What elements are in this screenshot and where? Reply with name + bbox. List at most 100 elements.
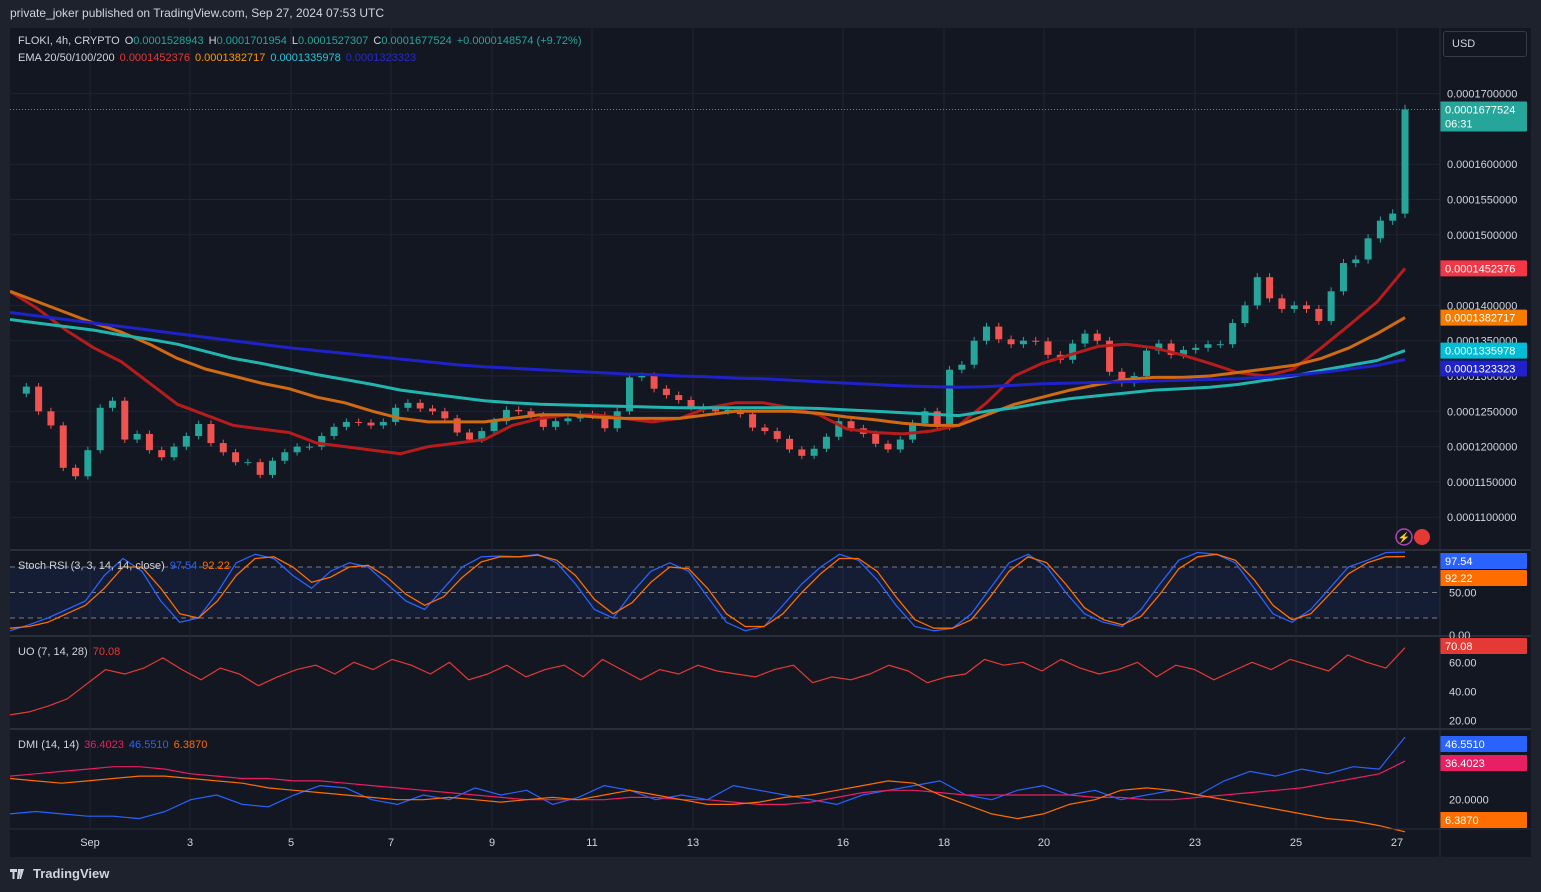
candle-body[interactable] — [330, 426, 338, 437]
candle-body[interactable] — [1069, 343, 1077, 360]
candle-body[interactable] — [256, 462, 264, 475]
candle-body[interactable] — [96, 407, 104, 451]
candle-body[interactable] — [1315, 308, 1323, 321]
candle-body[interactable] — [269, 460, 277, 475]
candle-body[interactable] — [416, 402, 424, 409]
candle-body[interactable] — [429, 408, 437, 412]
candle-body[interactable] — [1327, 291, 1335, 321]
candle-body[interactable] — [946, 369, 954, 427]
candle-body[interactable] — [1019, 340, 1027, 345]
candle-body[interactable] — [195, 424, 203, 437]
candle-body[interactable] — [379, 421, 387, 426]
candle-body[interactable] — [773, 431, 781, 439]
candle-body[interactable] — [170, 446, 178, 458]
candle-body[interactable] — [798, 449, 806, 456]
candle-body[interactable] — [35, 386, 43, 412]
candle-body[interactable] — [342, 421, 350, 427]
candle-body[interactable] — [392, 407, 400, 422]
candle-body[interactable] — [478, 431, 486, 440]
ema-label[interactable]: EMA 20/50/100/200 — [18, 52, 115, 64]
currency-button[interactable]: USD — [1443, 31, 1527, 57]
candle-body[interactable] — [786, 438, 794, 450]
candle-body[interactable] — [982, 326, 990, 341]
candle-body[interactable] — [1253, 277, 1261, 306]
candle-body[interactable] — [921, 411, 929, 424]
candle-body[interactable] — [318, 436, 326, 447]
candle-body[interactable] — [613, 411, 621, 429]
candle-body[interactable] — [933, 411, 941, 427]
candle-body[interactable] — [145, 433, 153, 451]
candle-body[interactable] — [625, 377, 633, 412]
candle-body[interactable] — [441, 411, 449, 419]
candle-body[interactable] — [1167, 343, 1175, 355]
candle-body[interactable] — [1216, 344, 1224, 346]
candle-body[interactable] — [133, 433, 141, 440]
candle-body[interactable] — [515, 409, 523, 412]
candle-body[interactable] — [872, 433, 880, 444]
candle-body[interactable] — [404, 402, 412, 408]
candle-body[interactable] — [724, 409, 732, 412]
candle-body[interactable] — [72, 467, 80, 477]
candle-body[interactable] — [1401, 109, 1409, 214]
candle-body[interactable] — [1093, 333, 1101, 341]
candle-body[interactable] — [1339, 263, 1347, 292]
candle-body[interactable] — [1192, 347, 1200, 350]
candle-body[interactable] — [1032, 340, 1040, 342]
candle-body[interactable] — [1364, 238, 1372, 260]
candle-body[interactable] — [1229, 323, 1237, 345]
candle-body[interactable] — [281, 452, 289, 461]
candle-body[interactable] — [810, 448, 818, 456]
chart-canvas[interactable]: 0.0001100000 0.0001150000 0.0001200000 0.00… — [10, 28, 1531, 857]
candle-body[interactable] — [84, 450, 92, 477]
candle-body[interactable] — [675, 395, 683, 401]
candle-body[interactable] — [539, 415, 547, 427]
candle-body[interactable] — [47, 411, 55, 426]
candle-body[interactable] — [896, 439, 904, 450]
candle-body[interactable] — [232, 452, 240, 463]
candle-body[interactable] — [650, 376, 658, 389]
stoch-label[interactable]: Stoch RSI (3, 3, 14, 14, close) — [18, 560, 165, 572]
candle-body[interactable] — [502, 409, 510, 422]
candle-body[interactable] — [108, 400, 116, 408]
candle-body[interactable] — [552, 421, 560, 427]
candle-body[interactable] — [1241, 305, 1249, 324]
candle-body[interactable] — [1376, 220, 1384, 239]
candle-body[interactable] — [835, 421, 843, 437]
candle-body[interactable] — [465, 432, 473, 440]
candle-body[interactable] — [1044, 341, 1052, 355]
candle-body[interactable] — [601, 415, 609, 429]
candle-body[interactable] — [662, 388, 670, 396]
candle-body[interactable] — [219, 443, 227, 453]
candle-body[interactable] — [687, 400, 695, 408]
candle-body[interactable] — [59, 425, 67, 468]
candle-body[interactable] — [158, 450, 166, 458]
candle-body[interactable] — [995, 326, 1003, 340]
candle-body[interactable] — [958, 364, 966, 370]
candle-body[interactable] — [355, 421, 363, 423]
candle-body[interactable] — [121, 400, 129, 440]
candle-body[interactable] — [1118, 371, 1126, 384]
tradingview-brand[interactable]: TradingView — [10, 866, 109, 881]
candle-body[interactable] — [1007, 339, 1015, 345]
candle-body[interactable] — [367, 422, 375, 426]
candle-body[interactable] — [1204, 344, 1212, 348]
candle-body[interactable] — [207, 424, 215, 444]
candle-body[interactable] — [761, 427, 769, 432]
candle-body[interactable] — [305, 446, 313, 448]
candle-body[interactable] — [1155, 343, 1163, 351]
candle-body[interactable] — [970, 340, 978, 365]
candle-body[interactable] — [182, 436, 190, 447]
candle-body[interactable] — [244, 462, 252, 464]
symbol-label[interactable]: FLOKI, 4h, CRYPTO — [18, 35, 120, 47]
candle-body[interactable] — [293, 446, 301, 453]
candle-body[interactable] — [1303, 305, 1311, 309]
uo-label[interactable]: UO (7, 14, 28) — [18, 646, 88, 658]
candle-body[interactable] — [564, 418, 572, 422]
candle-body[interactable] — [1389, 213, 1397, 221]
candle-body[interactable] — [712, 409, 720, 412]
candle-body[interactable] — [1352, 259, 1360, 264]
candle-body[interactable] — [1179, 349, 1187, 355]
candle-body[interactable] — [453, 418, 461, 433]
lightning-event-icon[interactable] — [1395, 528, 1413, 546]
candle-body[interactable] — [1106, 340, 1114, 372]
